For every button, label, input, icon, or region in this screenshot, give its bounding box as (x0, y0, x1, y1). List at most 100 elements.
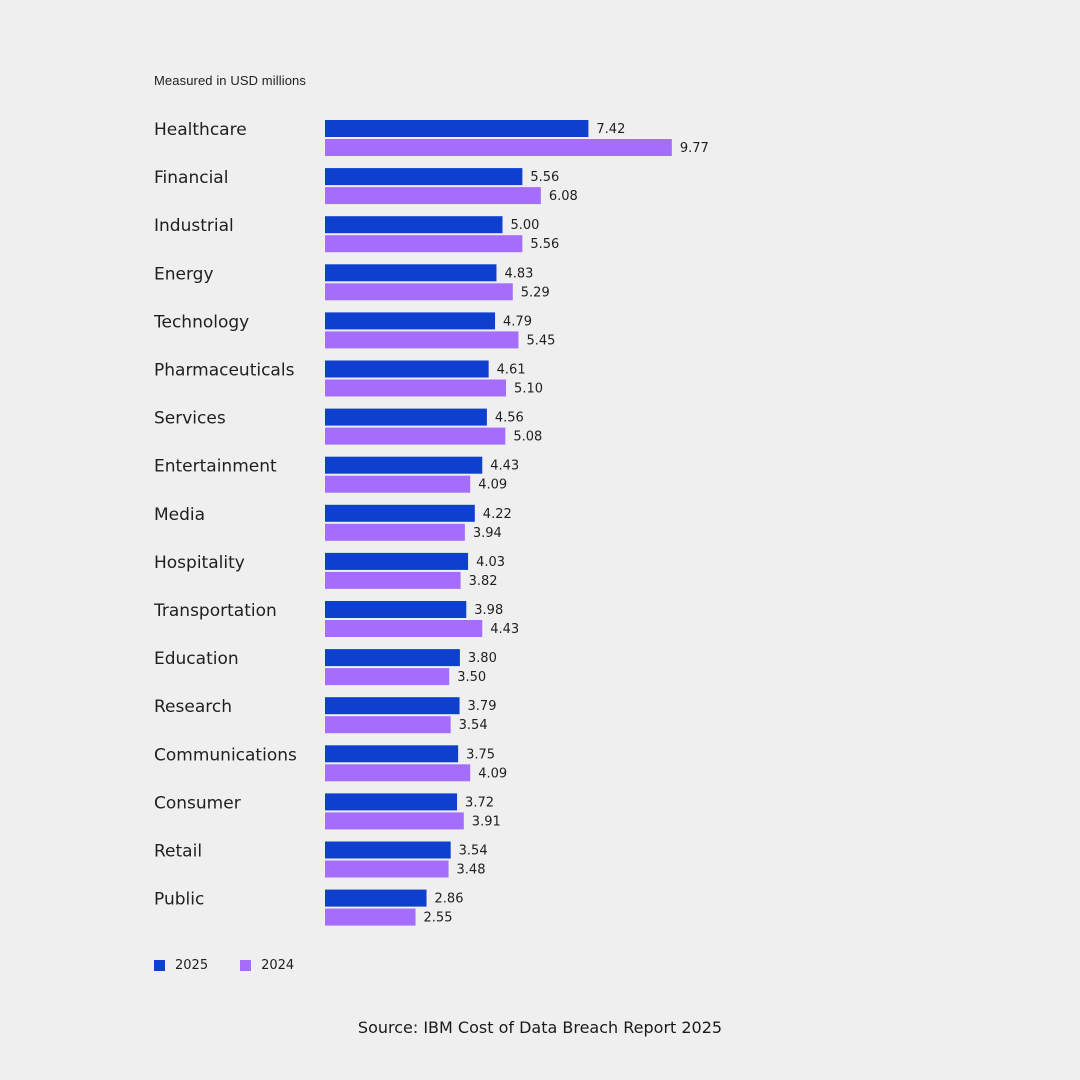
bar-2025 (325, 745, 459, 763)
bar-group: Pharmaceuticals 4.61 5.10 (154, 360, 543, 397)
bar-group: Healthcare 7.42 9.77 (154, 120, 709, 156)
bar-2024 (325, 571, 461, 589)
legend-label-2024: 2024 (261, 958, 295, 973)
value-label-2024: 5.56 (530, 237, 559, 252)
bar-2024 (325, 620, 483, 637)
category-label: Public (154, 890, 204, 910)
value-label-2025: 4.43 (490, 459, 519, 474)
value-label-2025: 3.80 (468, 651, 497, 666)
category-label: Services (154, 409, 226, 429)
category-label: Education (154, 649, 239, 669)
bar-group: Research 3.79 3.54 (154, 697, 497, 734)
bar-2025 (325, 408, 487, 426)
value-label-2025: 4.56 (495, 411, 524, 426)
bar-2024 (325, 331, 519, 349)
chart-legend: 2025 2024 (154, 958, 326, 973)
value-label-2024: 3.48 (457, 863, 486, 878)
value-label-2024: 5.45 (526, 333, 555, 348)
bar-2024 (325, 379, 507, 397)
bar-2024 (325, 668, 450, 686)
bar-2025 (325, 264, 497, 282)
value-label-2025: 5.56 (530, 170, 559, 185)
category-label: Entertainment (154, 457, 277, 477)
bar-group: Public 2.86 2.55 (154, 889, 464, 926)
bar-2025 (325, 360, 489, 378)
chart-subtitle: Measured in USD millions (154, 73, 306, 88)
bar-group: Technology 4.79 5.45 (153, 312, 555, 349)
value-label-2025: 4.79 (503, 314, 532, 329)
bar-2024 (325, 908, 416, 926)
category-label: Energy (154, 264, 214, 284)
bar-2025 (325, 793, 458, 811)
value-label-2025: 7.42 (596, 122, 625, 137)
value-label-2024: 3.94 (473, 526, 502, 541)
value-label-2024: 5.29 (521, 285, 550, 300)
legend-label-2025: 2025 (175, 958, 209, 973)
legend-swatch-2025 (154, 960, 165, 971)
value-label-2024: 9.77 (680, 141, 709, 156)
value-label-2025: 3.79 (468, 699, 497, 714)
category-label: Healthcare (154, 120, 247, 140)
value-label-2024: 5.08 (513, 430, 542, 445)
bar-group: Media 4.22 3.94 (154, 504, 512, 541)
bar-group: Industrial 5.00 5.56 (154, 216, 559, 253)
value-label-2025: 3.72 (465, 795, 494, 810)
bar-group: Transportation 3.98 4.43 (153, 601, 519, 637)
category-label: Financial (154, 168, 228, 188)
bar-group: Services 4.56 5.08 (154, 408, 542, 445)
bar-2024 (325, 716, 451, 734)
value-label-2024: 3.54 (459, 718, 488, 733)
bar-2025 (325, 312, 496, 330)
category-label: Pharmaceuticals (154, 361, 295, 381)
category-label: Media (154, 505, 205, 525)
bar-2024 (325, 139, 672, 156)
legend-item-2025: 2025 (154, 958, 208, 973)
value-label-2024: 4.09 (478, 766, 507, 781)
value-label-2024: 3.91 (472, 814, 501, 829)
bar-2024 (325, 283, 513, 301)
value-label-2024: 4.09 (478, 478, 507, 493)
value-label-2024: 3.50 (457, 670, 486, 685)
bar-group: Education 3.80 3.50 (154, 649, 497, 686)
bar-group: Financial 5.56 6.08 (154, 168, 578, 205)
bar-group: Hospitality 4.03 3.82 (154, 552, 505, 589)
bar-2025 (325, 697, 460, 715)
bar-2025 (325, 649, 460, 667)
bar-2024 (325, 427, 506, 445)
value-label-2025: 2.86 (435, 892, 464, 907)
category-label: Communications (154, 745, 297, 765)
bar-2025 (325, 601, 467, 618)
bar-group: Consumer 3.72 3.91 (154, 793, 501, 830)
bar-2025 (325, 889, 427, 907)
bar-2025 (325, 504, 475, 522)
category-label: Retail (154, 842, 202, 862)
value-label-2025: 4.61 (497, 363, 526, 378)
bar-2024 (325, 812, 464, 830)
value-label-2024: 3.82 (469, 574, 498, 589)
bar-2024 (325, 235, 523, 253)
bar-2024 (325, 860, 449, 878)
category-label: Hospitality (154, 553, 245, 573)
bar-2024 (325, 523, 465, 541)
legend-item-2024: 2024 (240, 958, 294, 973)
category-label: Research (154, 697, 232, 717)
value-label-2025: 4.03 (476, 555, 505, 570)
value-label-2025: 4.83 (504, 266, 533, 281)
value-label-2025: 3.75 (466, 747, 495, 762)
value-label-2024: 6.08 (549, 189, 578, 204)
value-label-2024: 5.10 (514, 382, 543, 397)
bar-2025 (325, 120, 589, 137)
bar-2025 (325, 841, 451, 859)
bar-2025 (325, 456, 483, 474)
bar-2025 (325, 216, 503, 234)
category-label: Transportation (153, 601, 277, 621)
value-label-2025: 3.98 (474, 603, 503, 618)
category-label: Industrial (154, 216, 234, 236)
category-label: Technology (153, 312, 249, 332)
category-label: Consumer (154, 793, 241, 813)
value-label-2024: 4.43 (490, 622, 519, 637)
bar-2025 (325, 168, 523, 186)
legend-swatch-2024 (240, 960, 252, 971)
bar-group: Retail 3.54 3.48 (154, 841, 488, 878)
